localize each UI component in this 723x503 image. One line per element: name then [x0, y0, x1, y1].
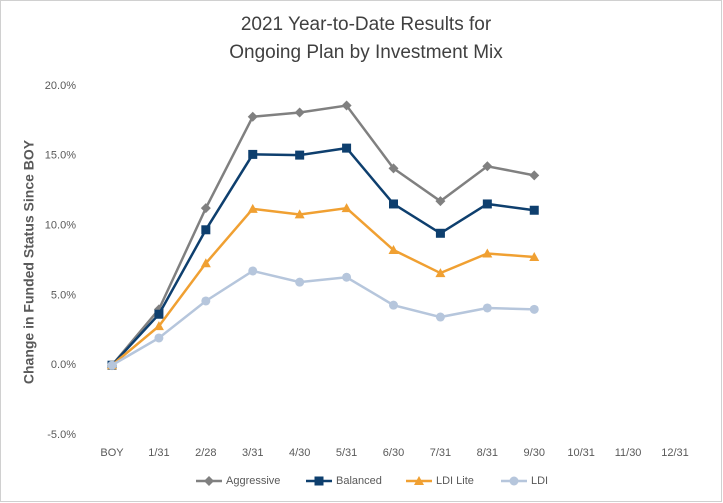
- y-tick-label: 5.0%: [51, 289, 76, 301]
- data-point: [201, 296, 211, 306]
- data-point: [107, 360, 117, 370]
- legend-marker: [414, 476, 424, 485]
- data-point: [388, 245, 399, 255]
- y-tick-label: -5.0%: [47, 429, 76, 441]
- series-line: [111, 206, 535, 367]
- data-point: [341, 203, 352, 213]
- x-tick-label: 3/31: [242, 447, 263, 459]
- data-point: [435, 312, 445, 322]
- data-point: [482, 199, 492, 209]
- data-point: [529, 252, 540, 262]
- y-axis-label: Change in Funded Status Since BOY: [21, 139, 37, 384]
- x-tick-label: 6/30: [383, 447, 404, 459]
- x-tick-label: 8/31: [477, 447, 498, 459]
- data-point: [435, 228, 445, 238]
- data-point: [153, 321, 164, 331]
- data-point: [200, 258, 211, 268]
- x-tick-label: 1/31: [148, 447, 169, 459]
- series-line: [111, 269, 535, 367]
- x-tick-label: 5/31: [336, 447, 357, 459]
- series-line: [111, 146, 535, 367]
- data-point: [529, 170, 540, 181]
- y-tick-label: 10.0%: [45, 220, 76, 232]
- data-point: [342, 143, 352, 153]
- x-tick-label: 4/30: [289, 447, 310, 459]
- legend-label: Aggressive: [226, 475, 280, 487]
- data-point: [482, 161, 493, 172]
- data-point: [482, 248, 493, 258]
- series-line: [111, 104, 535, 367]
- data-point: [154, 333, 164, 343]
- chart-title: 2021 Year-to-Date Results for: [241, 14, 492, 35]
- data-point: [342, 272, 352, 282]
- legend-label: LDI: [531, 475, 548, 487]
- data-point: [389, 199, 398, 209]
- data-point: [482, 303, 492, 313]
- data-point: [247, 111, 258, 122]
- data-point: [295, 150, 305, 160]
- data-point: [435, 196, 446, 207]
- y-tick-label: 20.0%: [45, 80, 76, 92]
- data-point: [248, 149, 258, 159]
- data-point: [200, 203, 211, 214]
- chart-title: Ongoing Plan by Investment Mix: [229, 42, 503, 63]
- data-point: [529, 304, 539, 314]
- legend-label: LDI Lite: [436, 475, 474, 487]
- x-tick-label: 7/31: [430, 447, 451, 459]
- y-tick-label: 15.0%: [45, 150, 76, 162]
- data-point: [295, 277, 305, 287]
- y-tick-label: 0.0%: [51, 359, 76, 371]
- data-point: [388, 163, 399, 174]
- data-point: [389, 300, 398, 310]
- data-point: [294, 107, 305, 118]
- x-tick-label: 9/30: [524, 447, 545, 459]
- x-tick-label: 10/31: [567, 447, 595, 459]
- x-tick-label: 2/28: [195, 447, 216, 459]
- x-tick-label: BOY: [100, 447, 124, 459]
- x-tick-label: 11/30: [615, 447, 642, 459]
- data-point: [247, 203, 258, 213]
- data-point: [435, 268, 446, 278]
- legend-marker: [509, 476, 519, 486]
- data-point: [154, 309, 164, 319]
- data-point: [341, 100, 352, 111]
- data-point: [294, 209, 305, 219]
- data-point: [529, 205, 539, 215]
- legend-marker: [314, 476, 324, 486]
- x-tick-label: 12/31: [661, 447, 689, 459]
- legend-marker: [204, 476, 214, 486]
- legend-label: Balanced: [336, 475, 382, 487]
- data-point: [248, 266, 258, 276]
- data-point: [201, 225, 211, 235]
